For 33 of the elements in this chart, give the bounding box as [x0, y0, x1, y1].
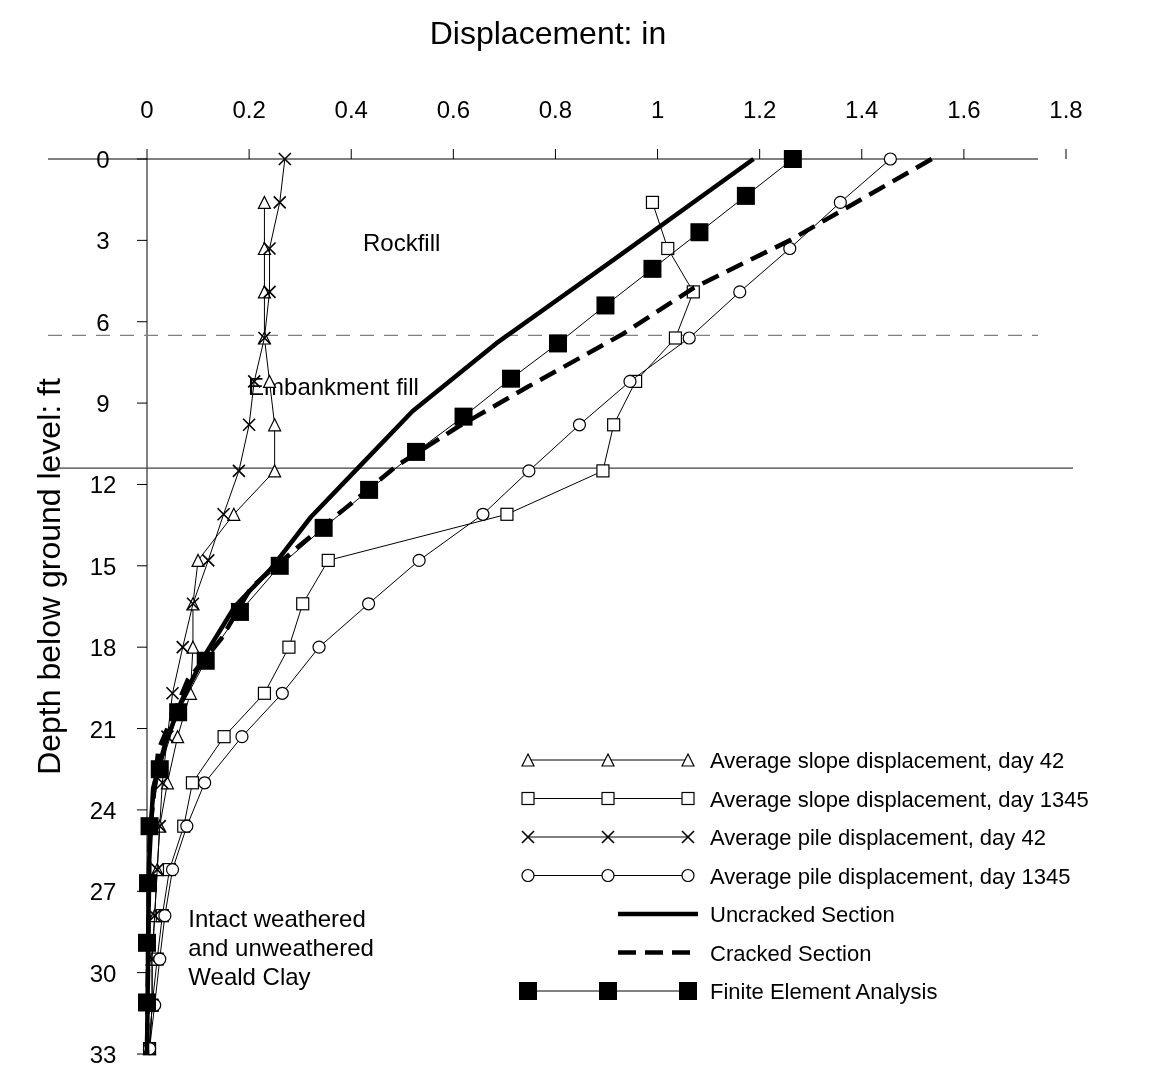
legend-label: Average slope displacement, day 42: [710, 748, 1065, 773]
x-tick-label: 0.4: [334, 96, 368, 123]
y-tick-label: 15: [89, 552, 117, 580]
legend-label: Finite Element Analysis: [710, 979, 938, 1004]
legend-label: Cracked Section: [710, 940, 872, 966]
y-axis-title: Depth below ground level: ft: [31, 378, 67, 775]
y-tick-label: 24: [89, 796, 117, 824]
x-tick-label: 1.2: [742, 96, 777, 123]
legend-label: Average pile displacement, day 42: [710, 825, 1046, 850]
x-tick-label: 0.2: [232, 96, 266, 123]
y-tick-label: 21: [89, 715, 117, 743]
x-tick-label: 0.6: [436, 96, 471, 123]
legend-label: Average pile displacement, day 1345: [710, 863, 1071, 889]
y-tick-label: 30: [89, 959, 117, 987]
x-tick-label: 0.8: [538, 96, 573, 123]
legend-label: Uncracked Section: [710, 902, 895, 927]
y-tick-label: 18: [89, 634, 117, 662]
y-tick-label: 3: [96, 227, 110, 255]
x-axis-title: Displacement: in: [429, 15, 667, 51]
x-tick-label: 0: [140, 96, 154, 123]
legend-label: Average slope displacement, day 1345: [710, 786, 1089, 812]
y-tick-label: 12: [89, 471, 117, 499]
annotation: Rockfill: [362, 229, 441, 257]
y-tick-label: 9: [96, 390, 110, 418]
annotation: Intact weathered and unweathered Weald Clay: [188, 904, 374, 990]
x-tick-label: 1.6: [947, 96, 981, 123]
x-tick-label: 1.4: [845, 96, 879, 123]
y-tick-label: 33: [89, 1041, 117, 1067]
x-tick-label: 1: [650, 96, 665, 123]
y-tick-label: 6: [96, 308, 110, 336]
y-tick-label: 27: [89, 878, 117, 906]
y-tick-label: 0: [96, 146, 110, 173]
x-tick-label: 1.8: [1049, 96, 1083, 123]
